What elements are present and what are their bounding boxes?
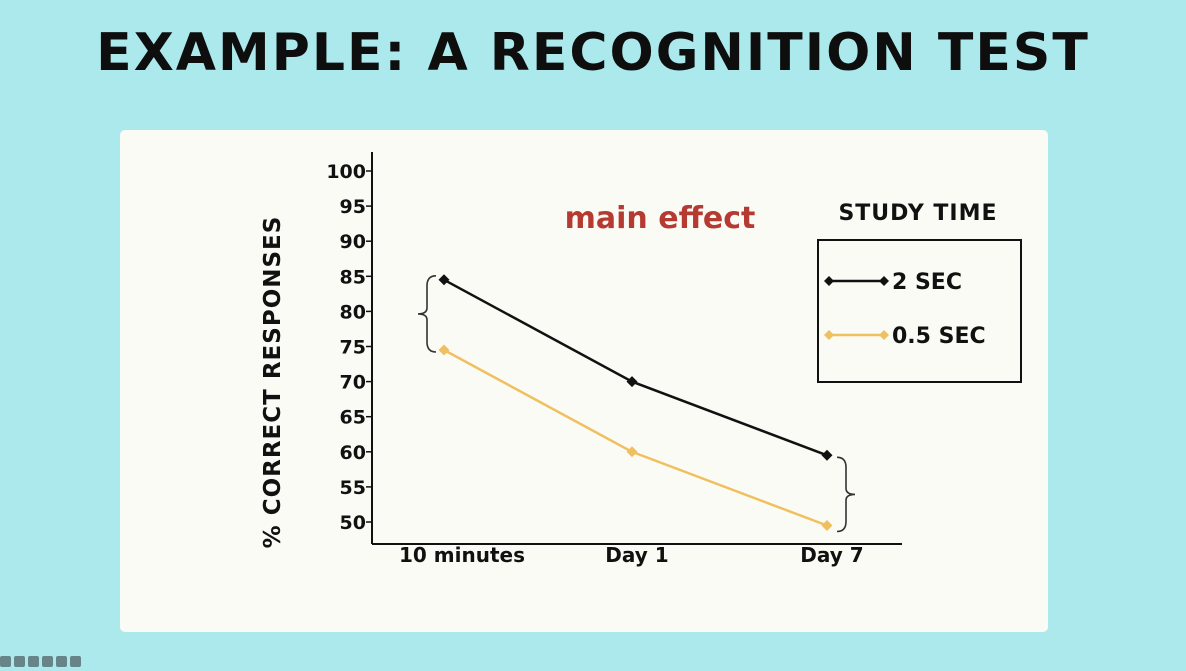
y-tick-label: 80 (340, 301, 366, 323)
legend-label: 2 SEC (892, 270, 962, 295)
x-category-label: 10 minutes (399, 543, 525, 567)
y-tick-label: 60 (340, 442, 366, 464)
main-effect-annotation: main effect (565, 201, 756, 236)
line-chart: 50 55 60 65 70 75 80 85 90 95 100 10 minutes Day 1 D… (260, 152, 1022, 567)
chart-card: 50 55 60 65 70 75 80 85 90 95 100 10 minutes Day 1 D… (120, 130, 1048, 632)
series-line-two-sec (443, 278, 828, 457)
x-category-label: Day 1 (605, 543, 668, 567)
legend-box (817, 239, 1022, 383)
x-categories: 10 minutes Day 1 Day 7 (399, 543, 864, 567)
chart-axes (371, 152, 902, 545)
y-tick-label: 95 (340, 196, 366, 218)
series-line-half-sec (443, 348, 828, 527)
x-category-label: Day 7 (800, 543, 863, 567)
y-tick-label: 85 (340, 266, 366, 288)
y-tick-label: 70 (340, 372, 366, 394)
y-tick-label: 90 (340, 231, 366, 253)
legend-title: STUDY TIME (838, 201, 997, 226)
slide-title: EXAMPLE: A RECOGNITION TEST (96, 23, 1090, 83)
y-tick-label: 75 (340, 337, 366, 359)
data-point-marker (626, 446, 638, 458)
y-tick-label: 55 (340, 477, 366, 499)
effect-braces (417, 275, 856, 533)
legend: STUDY TIME 2 SEC 0.5 SEC (817, 201, 1022, 383)
data-point-marker (824, 276, 834, 286)
data-point-marker (821, 449, 833, 461)
legend-items: 2 SEC 0.5 SEC (824, 270, 986, 349)
slides-icon[interactable] (42, 656, 53, 667)
back-icon[interactable] (0, 656, 11, 667)
y-tick-label: 100 (326, 161, 366, 183)
menu-icon[interactable] (56, 656, 67, 667)
pen-icon[interactable] (14, 656, 25, 667)
data-point-marker (879, 330, 889, 340)
effect-brace (836, 456, 856, 533)
data-point-marker (821, 520, 833, 532)
legend-label: 0.5 SEC (892, 324, 986, 349)
chart-series (438, 274, 833, 532)
data-point-marker (824, 330, 834, 340)
data-point-marker (438, 274, 450, 286)
data-point-marker (626, 376, 638, 388)
y-ticks: 50 55 60 65 70 75 80 85 90 95 100 (326, 161, 372, 534)
data-point-marker (879, 276, 889, 286)
effect-brace (417, 275, 437, 353)
y-tick-label: 50 (340, 512, 366, 534)
data-point-marker (438, 344, 450, 356)
more-icon[interactable] (70, 656, 81, 667)
y-tick-label: 65 (340, 407, 366, 429)
player-controls (0, 652, 150, 667)
zoom-icon[interactable] (28, 656, 39, 667)
y-axis-label: % CORRECT RESPONSES (260, 216, 286, 549)
